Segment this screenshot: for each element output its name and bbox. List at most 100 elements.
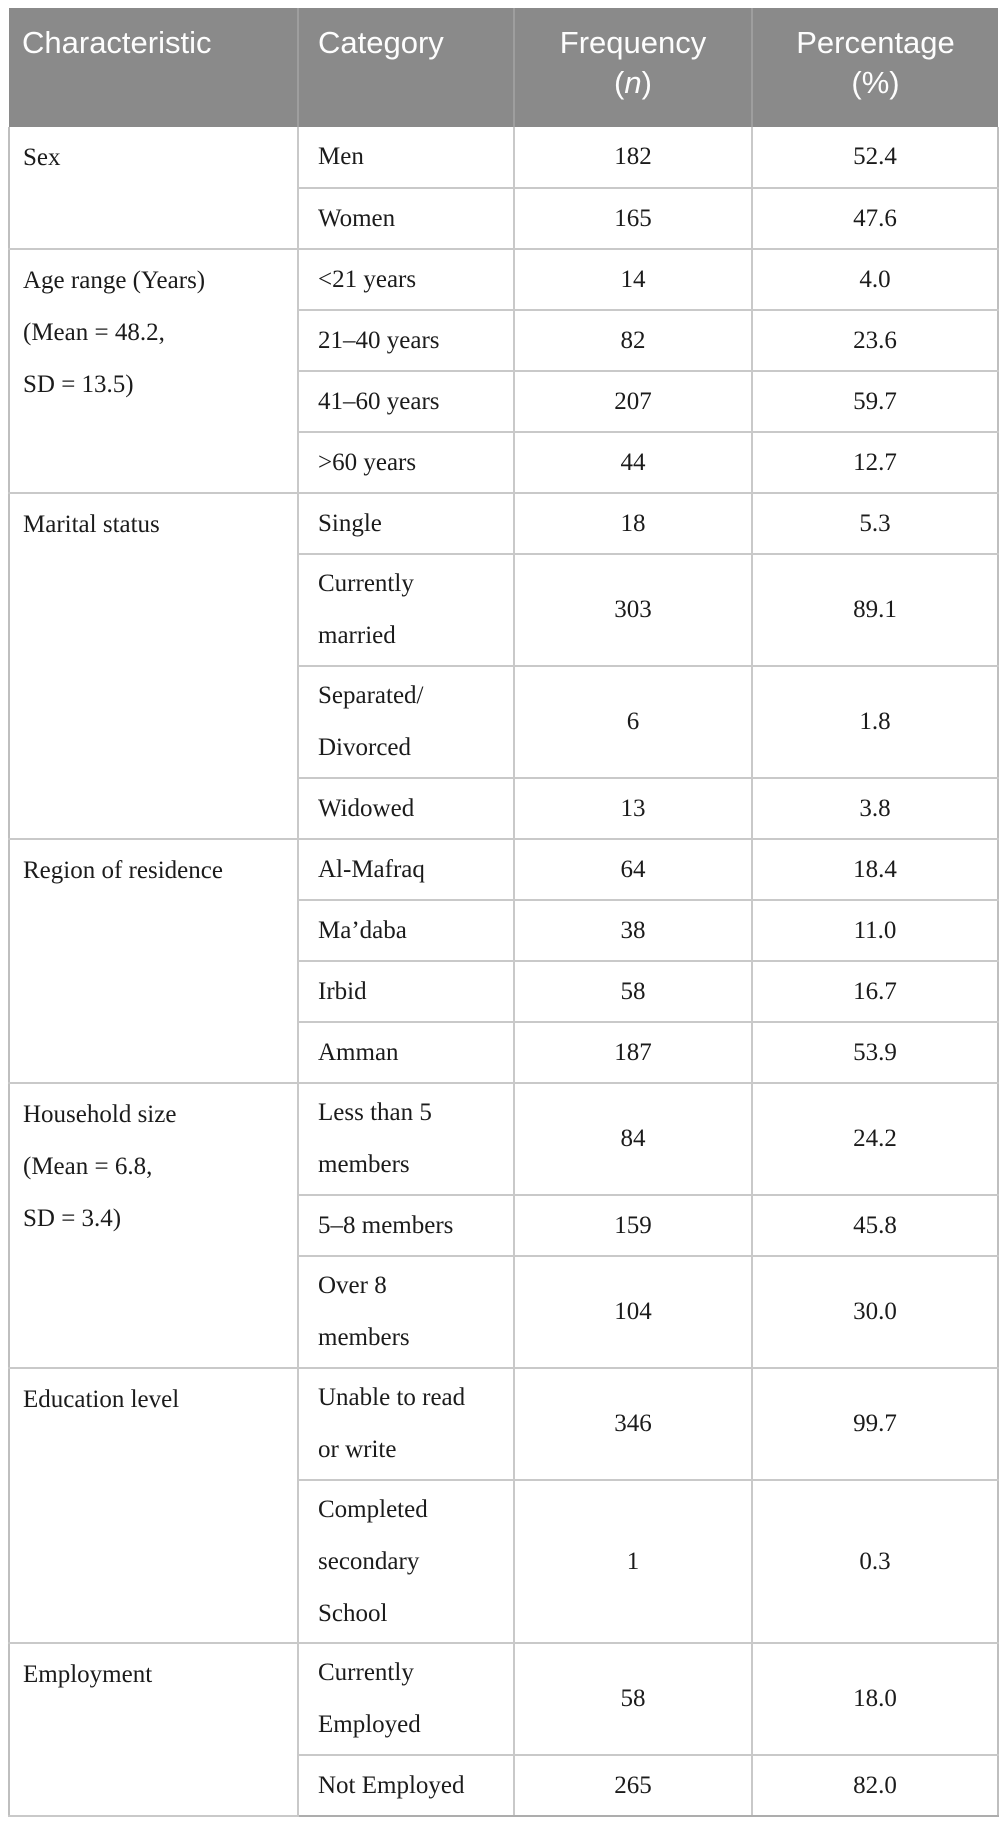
characteristic-cell: Household size (Mean = 6.8, SD = 3.4) (8, 1082, 299, 1369)
percentage-cell: 53.9 (751, 1021, 999, 1084)
category-line: 41–60 years (318, 387, 440, 415)
category-line: Women (318, 204, 396, 232)
category-cell: Unable to read or write (297, 1367, 515, 1481)
characteristic-line: Sex (23, 144, 61, 171)
percentage-cell: 45.8 (751, 1194, 999, 1257)
frequency-cell: 14 (513, 248, 753, 311)
table-row: Education level Unable to read or write 346… (8, 1367, 999, 1644)
category-line: Single (318, 509, 382, 537)
percentage-cell: 5.3 (751, 492, 999, 555)
category-cell: Widowed (297, 777, 515, 840)
category-line: members (318, 1324, 410, 1351)
percentage-cell: 24.2 (751, 1082, 999, 1196)
category-line: Al-Mafraq (318, 855, 425, 883)
category-line: Not Employed (318, 1771, 465, 1799)
category-line: Widowed (318, 794, 415, 822)
percentage-cell: 4.0 (751, 248, 999, 311)
table-row: Household size (Mean = 6.8, SD = 3.4) Less … (8, 1082, 999, 1369)
category-line: Employed (318, 1711, 421, 1738)
frequency-cell: 182 (513, 127, 753, 189)
percentage-cell: 12.7 (751, 431, 999, 494)
percentage-cell: 99.7 (751, 1367, 999, 1481)
frequency-cell: 44 (513, 431, 753, 494)
table-row: Over 8 members 104 30.0 (9, 1255, 999, 1369)
header-frequency-line1: Frequency (559, 25, 707, 60)
header-category: Category (297, 8, 514, 127)
percentage-cell: 30.0 (751, 1255, 999, 1369)
frequency-cell: 84 (513, 1082, 753, 1196)
category-line: School (318, 1599, 388, 1627)
category-cell: 41–60 years (297, 370, 515, 433)
characteristic-line: Household size (23, 1101, 177, 1128)
characteristic-line: Employment (23, 1661, 153, 1688)
characteristic-line: Region of residence (23, 857, 223, 884)
table-row: Currently married 303 89.1 (9, 553, 999, 667)
category-cell: 5–8 members (297, 1194, 515, 1257)
header-row: Characteristic Category Frequency (n) Pe… (9, 8, 998, 127)
percentage-cell: 23.6 (751, 309, 999, 372)
table-row: Amman 187 53.9 (9, 1021, 999, 1084)
category-cell: >60 years (297, 431, 515, 494)
table-row: Ma’daba 38 11.0 (9, 899, 999, 962)
frequency-cell: 104 (513, 1255, 753, 1369)
category-line: Ma’daba (318, 916, 407, 944)
characteristic-line: SD = 3.4) (23, 1205, 122, 1232)
table-row: Age range (Years) (Mean = 48.2, SD = 13.5)… (8, 248, 999, 494)
category-cell: Completed secondary School (297, 1479, 515, 1644)
header-percentage-line2: (%) (851, 65, 900, 100)
category-line: Over 8 (318, 1272, 387, 1299)
frequency-cell: 58 (513, 960, 753, 1023)
table-row: 5–8 members 159 45.8 (9, 1194, 999, 1257)
category-line: Less than 5 (318, 1099, 432, 1126)
frequency-cell: 1 (513, 1479, 753, 1644)
category-line: 21–40 years (318, 326, 440, 354)
percentage-cell: 18.4 (751, 838, 999, 901)
category-cell: Over 8 members (297, 1255, 515, 1369)
percentage-cell: 59.7 (751, 370, 999, 433)
characteristic-line: Age range (Years) (23, 267, 206, 294)
table-header: Characteristic Category Frequency (n) Pe… (9, 8, 998, 127)
header-frequency-line2: (n) (614, 65, 652, 100)
frequency-cell: 346 (513, 1367, 753, 1481)
table-row: Marital status Single 18 5.3 (8, 492, 999, 840)
category-line: Men (318, 143, 364, 170)
category-cell: Men (297, 127, 515, 189)
category-cell: Al-Mafraq (297, 838, 515, 901)
characteristic-cell: Age range (Years) (Mean = 48.2, SD = 13.5) (8, 248, 299, 494)
percentage-cell: 3.8 (751, 777, 999, 840)
table-row: Completed secondary School 1 0.3 (9, 1479, 999, 1644)
category-line: 5–8 members (318, 1211, 454, 1239)
category-line: Currently (318, 570, 414, 597)
percentage-cell: 11.0 (751, 899, 999, 962)
characteristic-cell: Marital status (8, 492, 299, 840)
table-row: 21–40 years 82 23.6 (9, 309, 999, 372)
category-cell: Currently Employed (297, 1642, 515, 1756)
table-row: Women 165 47.6 (9, 187, 999, 250)
demographics-table: Characteristic Category Frequency (n) Pe… (8, 8, 999, 1817)
table-row: Separated/Divorced 6 1.8 (9, 665, 999, 779)
category-line: members (318, 1151, 410, 1178)
category-cell: Not Employed (297, 1754, 515, 1817)
frequency-cell: 303 (513, 553, 753, 667)
category-cell: Women (297, 187, 515, 250)
category-line: Unable to read (318, 1384, 466, 1411)
characteristic-line: (Mean = 48.2, (23, 319, 165, 346)
category-line: <21 years (318, 265, 417, 293)
header-percentage: Percentage (%) (751, 8, 998, 127)
frequency-cell: 265 (513, 1754, 753, 1817)
category-cell: 21–40 years (297, 309, 515, 372)
category-line: Amman (318, 1038, 399, 1066)
characteristic-cell: Employment (8, 1642, 299, 1817)
characteristic-cell: Sex (8, 127, 299, 250)
header-percentage-line1: Percentage (796, 25, 955, 60)
category-cell: Currently married (297, 553, 515, 667)
percentage-cell: 52.4 (751, 127, 999, 189)
percentage-cell: 1.8 (751, 665, 999, 779)
table-row: Region of residence Al-Mafraq 64 18.4 (8, 838, 999, 1084)
characteristic-cell: Region of residence (8, 838, 299, 1084)
category-cell: Irbid (297, 960, 515, 1023)
category-line: >60 years (318, 448, 417, 476)
percentage-cell: 0.3 (751, 1479, 999, 1644)
frequency-cell: 38 (513, 899, 753, 962)
